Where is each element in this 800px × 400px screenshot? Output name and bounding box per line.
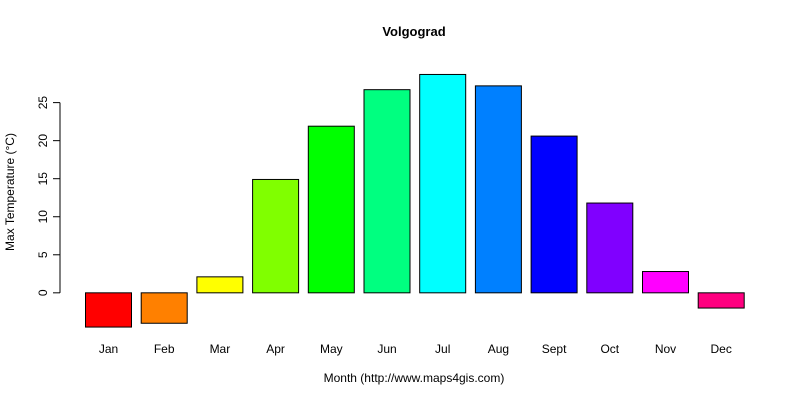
y-tick-label: 0 [36,289,50,296]
x-tick-label-aug: Aug [488,342,509,356]
x-tick-label-jul: Jul [435,342,450,356]
y-tick-label: 5 [36,251,50,258]
x-axis-labels: Jan Feb Mar Apr May Jun Jul Aug Sept Oct Nov Dec [99,342,732,356]
bar-feb [140,292,188,324]
x-tick-label-dec: Dec [711,342,732,356]
y-tick-label: 15 [36,172,50,186]
bar-nov [642,271,689,294]
bar-oct [586,202,634,294]
bar-may [307,125,355,294]
x-tick-label-mar: Mar [210,342,231,356]
bar-jun [363,89,411,294]
x-tick-label-apr: Apr [266,342,285,356]
x-tick-label-feb: Feb [154,342,175,356]
bar-jul [419,73,467,294]
y-tick-label: 10 [36,210,50,224]
y-axis: 0 5 10 15 20 25 [36,96,61,296]
bar-dec [697,292,745,309]
bar-sept [530,135,578,294]
x-tick-label-jun: Jun [377,342,396,356]
y-axis-label: Max Temperature (°C) [3,133,17,251]
chart-title: Volgograd [382,24,445,39]
x-axis-label: Month (http://www.maps4gis.com) [324,371,505,385]
x-tick-label-nov: Nov [655,342,676,356]
y-tick-label: 20 [36,134,50,148]
bar-aug [474,85,522,294]
bar-jan [85,292,132,328]
x-tick-label-jan: Jan [99,342,118,356]
bar-apr [252,178,300,294]
x-tick-label-oct: Oct [600,342,619,356]
bars [85,73,745,328]
y-tick-label: 25 [36,96,50,110]
bar-mar [196,276,244,294]
x-tick-label-sept: Sept [542,342,567,356]
x-tick-label-may: May [320,342,343,356]
